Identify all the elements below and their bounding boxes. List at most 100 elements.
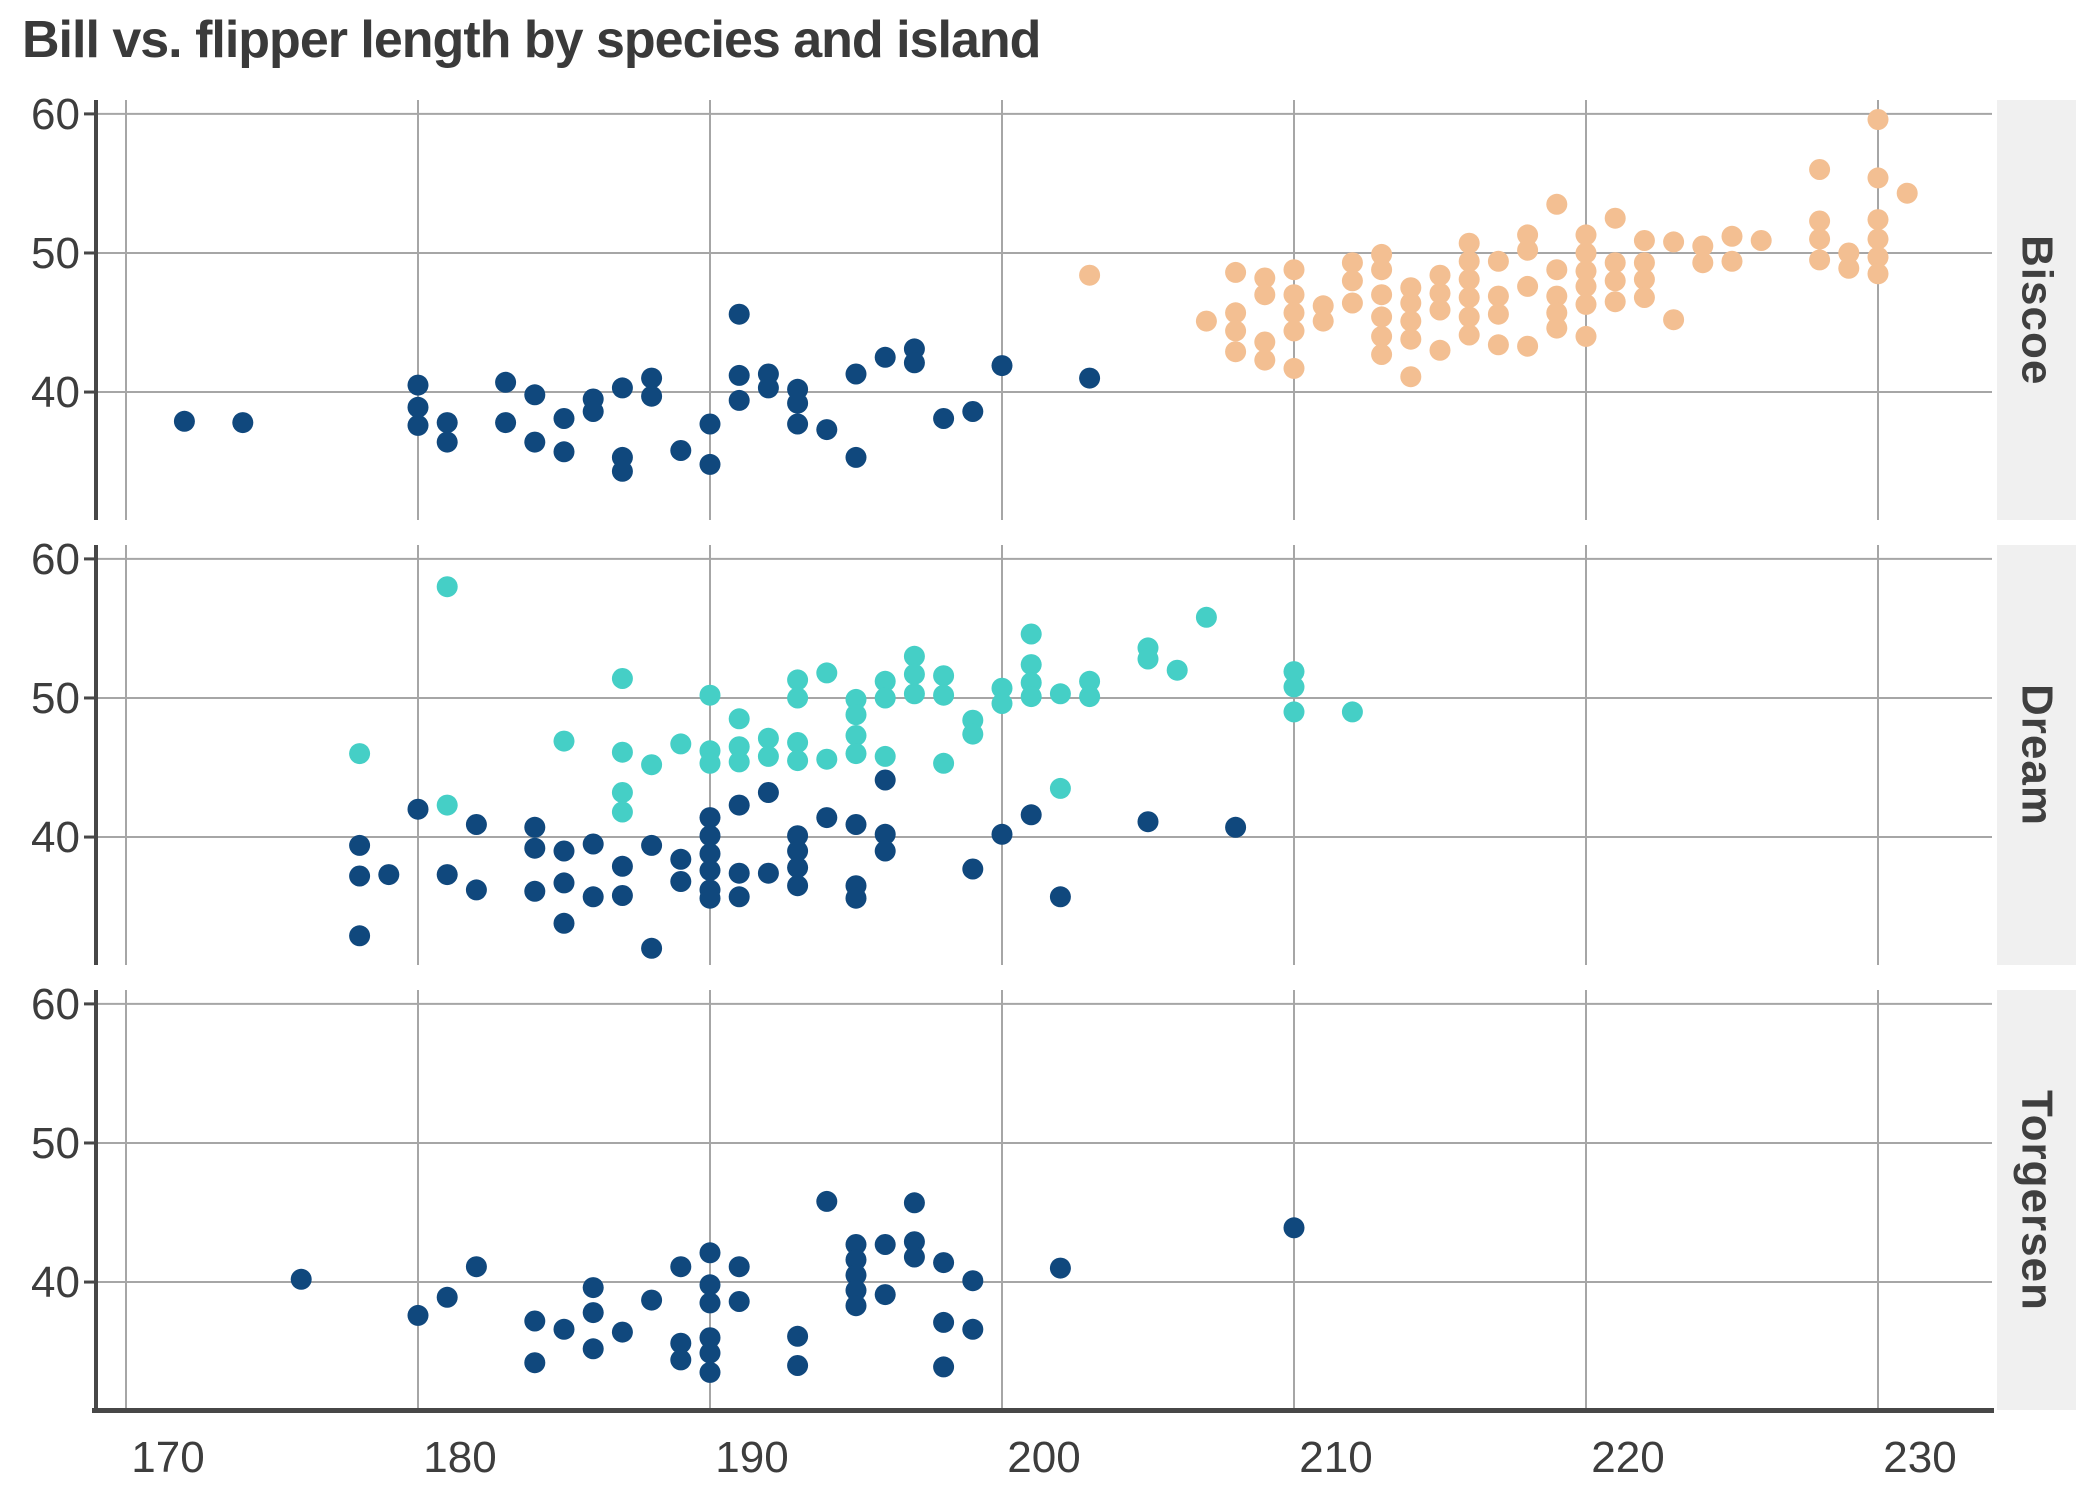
data-point bbox=[816, 1190, 838, 1212]
data-point bbox=[1371, 243, 1393, 265]
data-point bbox=[757, 745, 779, 767]
data-point bbox=[582, 401, 604, 422]
data-point bbox=[1020, 686, 1042, 708]
data-point bbox=[962, 858, 984, 880]
data-point bbox=[933, 408, 955, 429]
data-point bbox=[670, 733, 692, 755]
data-point bbox=[378, 864, 400, 886]
data-point bbox=[1020, 804, 1042, 826]
data-point bbox=[933, 1311, 955, 1333]
data-point bbox=[553, 441, 575, 463]
data-point bbox=[1429, 339, 1451, 361]
data-point bbox=[1517, 224, 1539, 246]
data-point bbox=[1225, 341, 1247, 363]
data-point bbox=[787, 392, 809, 414]
x-tick-label: 190 bbox=[715, 1433, 788, 1482]
data-point bbox=[1283, 357, 1305, 379]
data-point bbox=[553, 840, 575, 862]
y-tick-label: 40 bbox=[31, 813, 80, 862]
data-point bbox=[349, 925, 371, 947]
data-point bbox=[524, 1310, 546, 1332]
data-point bbox=[1575, 275, 1597, 297]
data-point bbox=[1371, 344, 1393, 365]
data-point bbox=[816, 807, 838, 829]
data-point bbox=[933, 1356, 955, 1378]
data-point bbox=[1137, 648, 1159, 670]
data-point bbox=[407, 414, 429, 436]
data-point bbox=[1312, 295, 1334, 317]
data-point bbox=[1633, 230, 1655, 251]
data-point bbox=[1458, 324, 1480, 346]
data-point bbox=[553, 912, 575, 934]
data-point bbox=[1604, 252, 1626, 274]
data-point bbox=[1195, 606, 1217, 628]
data-point bbox=[611, 460, 633, 482]
data-point bbox=[874, 769, 896, 791]
data-point bbox=[1429, 264, 1451, 286]
data-point bbox=[1487, 334, 1509, 356]
data-point bbox=[1254, 331, 1276, 353]
data-point bbox=[728, 1256, 750, 1278]
data-point bbox=[1546, 285, 1568, 307]
data-point bbox=[1575, 224, 1597, 246]
data-point bbox=[699, 1274, 721, 1296]
data-point bbox=[1079, 264, 1101, 286]
data-point bbox=[1838, 242, 1860, 264]
data-point bbox=[699, 825, 721, 847]
data-point bbox=[1341, 270, 1363, 292]
data-point bbox=[1079, 367, 1101, 389]
data-point bbox=[1867, 109, 1889, 130]
data-point bbox=[787, 840, 809, 862]
data-point bbox=[903, 1231, 925, 1253]
data-point bbox=[991, 823, 1013, 845]
x-tick-label: 210 bbox=[1299, 1433, 1372, 1482]
data-point bbox=[845, 1234, 867, 1255]
data-point bbox=[1458, 250, 1480, 272]
y-tick-label: 50 bbox=[31, 1119, 80, 1168]
data-point bbox=[1517, 335, 1539, 357]
data-point bbox=[787, 750, 809, 772]
data-point bbox=[436, 412, 458, 434]
data-point bbox=[465, 814, 487, 835]
data-point bbox=[1020, 654, 1042, 676]
data-point bbox=[1254, 284, 1276, 306]
data-point bbox=[1517, 239, 1539, 261]
data-point bbox=[524, 816, 546, 838]
data-point bbox=[787, 1355, 809, 1376]
data-point bbox=[1283, 676, 1305, 698]
data-point bbox=[1371, 325, 1393, 347]
data-point bbox=[290, 1268, 312, 1290]
data-point bbox=[1400, 366, 1422, 388]
data-point bbox=[1633, 268, 1655, 290]
data-point bbox=[1838, 257, 1860, 279]
data-point bbox=[349, 834, 371, 856]
data-point bbox=[1546, 317, 1568, 339]
data-point bbox=[1341, 252, 1363, 274]
data-point bbox=[1867, 263, 1889, 285]
data-point bbox=[1371, 259, 1393, 281]
data-point bbox=[728, 886, 750, 908]
data-point bbox=[1867, 246, 1889, 268]
data-point bbox=[1225, 261, 1247, 283]
data-point bbox=[728, 862, 750, 884]
data-point bbox=[670, 1256, 692, 1278]
data-point bbox=[1079, 686, 1101, 708]
data-point bbox=[1458, 268, 1480, 290]
data-point bbox=[465, 1256, 487, 1278]
data-point bbox=[903, 683, 925, 705]
facet-strip-label: Dream bbox=[2012, 684, 2062, 826]
data-point bbox=[1896, 182, 1918, 204]
data-point bbox=[1458, 306, 1480, 328]
data-point bbox=[1721, 225, 1743, 247]
data-point bbox=[407, 798, 429, 820]
data-point bbox=[845, 704, 867, 726]
data-point bbox=[787, 732, 809, 753]
data-point bbox=[699, 1327, 721, 1349]
data-point bbox=[845, 725, 867, 746]
x-tick-label: 180 bbox=[423, 1433, 496, 1482]
data-point bbox=[407, 1304, 429, 1326]
data-point bbox=[816, 748, 838, 770]
data-point bbox=[1546, 193, 1568, 215]
data-point bbox=[757, 377, 779, 399]
data-point bbox=[1575, 242, 1597, 264]
